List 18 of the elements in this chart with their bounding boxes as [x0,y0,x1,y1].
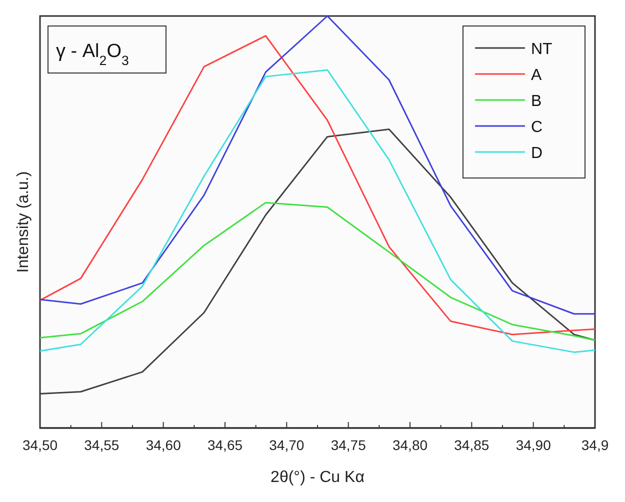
x-tick-label: 34,50 [22,437,58,453]
x-tick-label: 34,75 [330,437,366,453]
x-tick-label: 34,80 [392,437,428,453]
x-tick-label: 34,55 [84,437,120,453]
x-tick-label: 34,85 [454,437,490,453]
legend-label: NT [531,41,553,58]
x-axis-title: 2θ(°) - Cu Kα [270,469,364,486]
legend-label: A [531,67,542,84]
legend-label: D [531,145,543,162]
x-tick-label: 34,9 [581,437,609,453]
legend-label: C [531,119,543,136]
x-tick-label: 34,65 [207,437,243,453]
x-tick-label: 34,60 [146,437,182,453]
text: γ - Al$_{2}$O$_{3}$ [56,41,129,68]
x-tick-label: 34,70 [269,437,304,453]
y-axis-title: Intensity (a.u.) [15,171,32,273]
legend-label: B [531,93,542,110]
x-tick-label: 34,90 [516,437,552,453]
